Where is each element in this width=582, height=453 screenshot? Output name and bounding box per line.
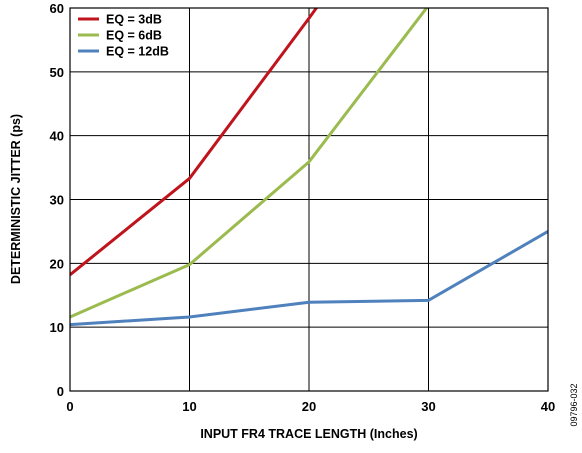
x-tick-label: 40 [541, 399, 555, 414]
y-tick-label: 20 [50, 256, 64, 271]
series-line-3 [70, 230, 548, 327]
x-tick-label: 20 [302, 399, 316, 414]
y-tick-label: 60 [50, 1, 64, 16]
figure-code-label: 09796-032 [569, 383, 579, 426]
series-line-1 [70, 8, 319, 276]
legend-label: EQ = 6dB [106, 29, 162, 43]
grid [70, 8, 548, 391]
series-line-2 [70, 8, 429, 319]
y-axis-title: DETERMINISTIC JITTER (ps) [9, 114, 23, 284]
x-tick-label: 30 [421, 399, 435, 414]
x-tick-label: 0 [66, 399, 73, 414]
legend-label: EQ = 3dB [106, 13, 162, 27]
legend-label: EQ = 12dB [106, 45, 169, 59]
y-tick-label: 30 [50, 193, 64, 208]
y-tick-label: 50 [50, 65, 64, 80]
y-tick-labels: 0 10 20 30 40 50 60 [50, 1, 64, 399]
legend: EQ = 3dB EQ = 6dB EQ = 12dB [78, 13, 169, 59]
y-tick-label: 40 [50, 129, 64, 144]
series-lines [70, 8, 548, 327]
y-tick-label: 0 [57, 384, 64, 399]
plot-frame [69, 7, 549, 392]
x-axis-title: INPUT FR4 TRACE LENGTH (Inches) [200, 427, 417, 441]
x-tick-labels: 0 10 20 30 40 [66, 399, 555, 414]
x-tick-label: 10 [182, 399, 196, 414]
y-tick-label: 10 [50, 320, 64, 335]
